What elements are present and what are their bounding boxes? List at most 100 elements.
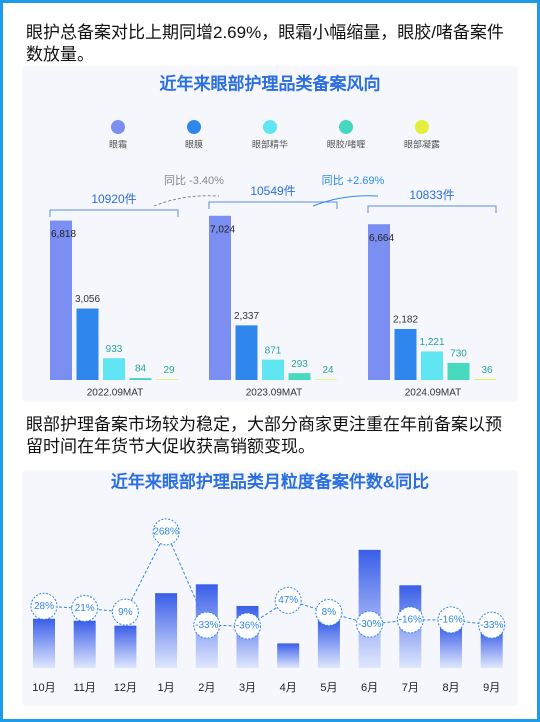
value-label: 3,056 — [75, 294, 100, 305]
chart-title: 近年来眼部护理品类月粒度备案件数&同比 — [111, 471, 429, 491]
paragraph: 眼护总备案对比上期同增2.69%，眼霜小幅缩量，眼胶/啫备案件数放量。 — [26, 23, 504, 64]
growth-arrow — [312, 195, 379, 207]
value-label: 36 — [481, 365, 493, 376]
chart-title: 近年来眼部护理品类备案风向 — [160, 73, 381, 93]
bar — [288, 373, 311, 380]
value-label: 268% — [153, 527, 179, 538]
legend-swatch — [339, 120, 353, 134]
bar — [235, 325, 258, 380]
bar — [262, 359, 284, 380]
x-tick-label: 7月 — [402, 682, 419, 694]
x-tick-label: 2月 — [198, 682, 215, 694]
bar — [447, 362, 470, 380]
value-label: -33% — [480, 620, 503, 631]
value-label: 871 — [265, 345, 282, 356]
bar — [368, 224, 390, 380]
value-label: 6,664 — [369, 233, 394, 244]
yoy-point — [30, 592, 58, 620]
yoy-point — [356, 610, 384, 638]
legend-label: 眼膜 — [185, 139, 203, 149]
legend-swatch — [187, 120, 201, 134]
bar — [129, 378, 152, 380]
x-tick-label: 5月 — [320, 682, 337, 694]
x-tick-label: 6月 — [361, 682, 378, 694]
value-label: 1,221 — [419, 337, 444, 348]
growth-label: 同比 +2.69% — [322, 174, 385, 187]
value-label: 730 — [450, 349, 467, 360]
value-label: 8% — [322, 607, 337, 618]
chart-panel — [22, 470, 518, 706]
bar — [474, 379, 496, 380]
yoy-point — [478, 611, 506, 639]
yoy-point — [234, 612, 261, 640]
yoy-point — [71, 594, 99, 622]
value-label: 24 — [322, 365, 334, 376]
value-label: -30% — [358, 619, 381, 630]
value-label: -16% — [399, 615, 422, 626]
bar — [155, 593, 178, 668]
total-label: 10833件 — [409, 188, 454, 202]
bar — [76, 308, 99, 380]
bar — [394, 328, 417, 380]
x-tick-label: 3月 — [239, 682, 256, 694]
bar — [317, 620, 340, 668]
x-tick-label: 2024.09MAT — [405, 388, 462, 399]
legend-label: 眼部精华 — [252, 138, 288, 149]
x-tick-label: 2022.09MAT — [87, 388, 144, 399]
yoy-point — [437, 606, 465, 634]
value-label: -33% — [195, 620, 218, 631]
legend-label: 眼部凝露 — [404, 138, 440, 149]
value-label: -36% — [236, 621, 259, 632]
legend-swatch — [415, 120, 429, 134]
x-tick-label: 10月 — [32, 682, 55, 694]
value-label: 6,818 — [51, 229, 76, 240]
x-tick-label: 11月 — [73, 682, 95, 694]
bracket — [208, 201, 338, 209]
bracket — [49, 209, 179, 217]
growth-arrow — [153, 195, 220, 207]
chart-panel — [22, 66, 518, 402]
yoy-point — [193, 611, 221, 639]
total-label: 10920件 — [91, 192, 136, 206]
x-tick-label: 12月 — [114, 682, 137, 694]
x-tick-label: 9月 — [483, 682, 500, 694]
value-label: 293 — [291, 359, 308, 370]
bar — [103, 358, 125, 380]
legend-label: 眼霜 — [109, 139, 127, 149]
yoy-point — [315, 598, 343, 626]
x-tick-label: 2023.09MAT — [246, 388, 303, 399]
value-label: 2,182 — [393, 315, 418, 326]
total-label: 10549件 — [250, 184, 295, 198]
value-label: -16% — [439, 615, 462, 626]
x-tick-label: 1月 — [158, 682, 175, 694]
x-tick-label: 8月 — [442, 682, 459, 694]
bar — [358, 549, 381, 668]
yoy-point — [152, 518, 180, 546]
growth-label: 同比 -3.40% — [164, 174, 224, 187]
value-label: 47% — [278, 595, 298, 606]
bar — [277, 643, 300, 668]
yoy-point — [111, 598, 139, 626]
legend-label: 眼胶/啫喱 — [327, 138, 366, 149]
bar — [421, 351, 443, 380]
x-tick-label: 4月 — [280, 682, 297, 694]
bracket — [367, 205, 497, 213]
value-label: 9% — [118, 607, 133, 618]
bar — [114, 625, 137, 668]
legend-swatch — [111, 120, 125, 134]
value-label: 7,024 — [210, 224, 235, 235]
bar — [209, 215, 231, 380]
value-label: 28% — [34, 601, 54, 612]
value-label: 84 — [135, 364, 147, 375]
bar — [73, 620, 96, 668]
yoy-point — [396, 606, 424, 634]
bar — [156, 379, 178, 380]
bar — [440, 625, 462, 668]
bar — [480, 630, 503, 668]
bar — [315, 379, 337, 380]
value-label: 21% — [75, 603, 95, 614]
value-label: 933 — [106, 344, 123, 355]
value-label: 29 — [163, 365, 175, 376]
